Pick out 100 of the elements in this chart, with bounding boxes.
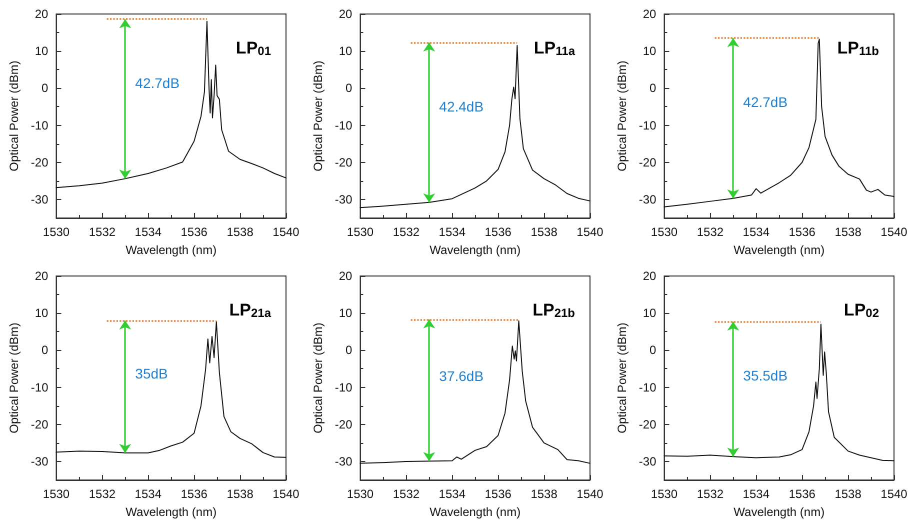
x-axis-title: Wavelength (nm) — [126, 243, 217, 257]
x-tick-label: 1530 — [650, 225, 678, 239]
x-tick-label: 1530 — [650, 487, 678, 501]
y-tick-label: -30 — [334, 454, 353, 468]
y-tick-label: 10 — [642, 306, 657, 320]
x-tick-label: 1540 — [576, 487, 604, 501]
y-tick-label: -10 — [638, 118, 657, 132]
y-tick-label: -20 — [30, 155, 49, 170]
text: LP01 — [236, 38, 272, 58]
y-tick-label: 20 — [34, 269, 49, 283]
y-tick-label: 10 — [34, 306, 49, 320]
y-tick-label: 20 — [338, 7, 353, 21]
text: LP02 — [844, 300, 880, 320]
y-tick-label: 10 — [338, 44, 353, 58]
x-tick-label: 1536 — [180, 487, 208, 501]
y-tick-label: 0 — [346, 343, 353, 358]
annotation: 35.5dB — [743, 368, 788, 384]
x-tick-label: 1538 — [530, 487, 558, 501]
y-tick-label: 0 — [650, 343, 657, 358]
x-tick-label: 1532 — [696, 225, 724, 239]
x-tick-label: 1538 — [530, 225, 558, 239]
y-axis-title: Optical Power (dBm) — [615, 322, 629, 434]
x-tick-label: 1536 — [484, 225, 512, 239]
x-tick-label: 1538 — [834, 225, 862, 239]
x-tick-label: 1536 — [788, 487, 816, 501]
y-tick-label: -30 — [638, 454, 657, 468]
annotation: 42.4dB — [439, 98, 484, 115]
y-tick-label: 10 — [338, 306, 353, 320]
x-tick-label: 1540 — [576, 225, 604, 239]
x-tick-label: 1532 — [88, 225, 116, 239]
x-tick-label: 1530 — [346, 225, 374, 239]
line-series — [56, 321, 286, 458]
x-tick-label: 1540 — [880, 225, 908, 239]
y-tick-label: -30 — [30, 454, 49, 468]
line-series — [664, 38, 894, 208]
text: LP21b — [532, 300, 576, 320]
y-tick-label: -10 — [334, 118, 353, 132]
x-tick-label: 1540 — [272, 225, 300, 239]
line-series — [56, 20, 286, 188]
y-tick-label: -20 — [30, 417, 49, 432]
x-tick-label: 1540 — [880, 487, 908, 501]
line-series — [360, 320, 590, 464]
x-tick-label: 1536 — [788, 225, 816, 239]
x-tick-label: 1534 — [134, 487, 162, 501]
text: LP21a — [229, 300, 272, 320]
y-tick-label: -20 — [334, 155, 353, 170]
annotation: 42.7dB — [743, 94, 788, 110]
x-tick-label: 1536 — [484, 487, 512, 501]
y-tick-label: -30 — [334, 192, 353, 206]
y-tick-label: 0 — [346, 81, 353, 96]
x-axis-title: Wavelength (nm) — [430, 243, 521, 257]
y-tick-label: -20 — [638, 417, 657, 432]
x-tick-label: 1530 — [42, 487, 70, 501]
x-axis-title: Wavelength (nm) — [734, 505, 825, 519]
x-tick-label: 1538 — [226, 487, 254, 501]
y-tick-label: -10 — [334, 380, 353, 394]
y-axis-title: Optical Power (dBm) — [615, 60, 629, 172]
y-tick-label: -20 — [334, 417, 353, 432]
y-tick-label: -30 — [30, 192, 49, 206]
y-axis-title: Optical Power (dBm) — [7, 60, 21, 172]
y-tick-label: 20 — [34, 7, 49, 21]
x-tick-label: 1530 — [42, 225, 70, 239]
x-tick-label: 1530 — [346, 487, 374, 501]
y-axis-title: Optical Power (dBm) — [7, 322, 21, 434]
x-axis-title: Wavelength (nm) — [430, 505, 521, 519]
x-tick-label: 1534 — [134, 225, 162, 239]
x-tick-label: 1538 — [226, 225, 254, 239]
x-tick-label: 1534 — [438, 225, 466, 239]
x-tick-label: 1534 — [742, 225, 770, 239]
x-tick-label: 1532 — [88, 487, 116, 501]
x-tick-label: 1538 — [834, 487, 862, 501]
y-tick-label: 0 — [42, 343, 49, 358]
y-tick-label: -10 — [638, 380, 657, 394]
x-axis-title: Wavelength (nm) — [734, 243, 825, 257]
y-tick-label: 20 — [338, 269, 353, 283]
annotation: 42.7dB — [135, 74, 180, 91]
x-tick-label: 1532 — [696, 487, 724, 501]
y-axis-title: Optical Power (dBm) — [311, 60, 325, 172]
y-tick-label: 0 — [650, 81, 657, 96]
y-axis-title: Optical Power (dBm) — [311, 322, 325, 434]
y-tick-label: -30 — [638, 192, 657, 206]
x-tick-label: 1532 — [392, 225, 420, 239]
y-tick-label: 20 — [642, 7, 657, 21]
y-tick-label: 20 — [642, 269, 657, 283]
y-tick-label: -10 — [30, 118, 49, 132]
y-tick-label: 10 — [34, 44, 49, 58]
text: LP11b — [837, 38, 879, 58]
text: LP11a — [534, 38, 576, 58]
annotation: 35dB — [135, 365, 168, 382]
x-tick-label: 1534 — [742, 487, 770, 501]
y-tick-label: 0 — [42, 81, 49, 96]
y-tick-label: -20 — [638, 155, 657, 170]
annotation: 37.6dB — [439, 368, 484, 384]
x-tick-label: 1532 — [392, 487, 420, 501]
x-tick-label: 1534 — [438, 487, 466, 501]
x-tick-label: 1536 — [180, 225, 208, 239]
y-tick-label: 10 — [642, 44, 657, 58]
line-series — [664, 324, 894, 462]
x-tick-label: 1540 — [272, 487, 300, 501]
y-tick-label: -10 — [30, 380, 49, 394]
